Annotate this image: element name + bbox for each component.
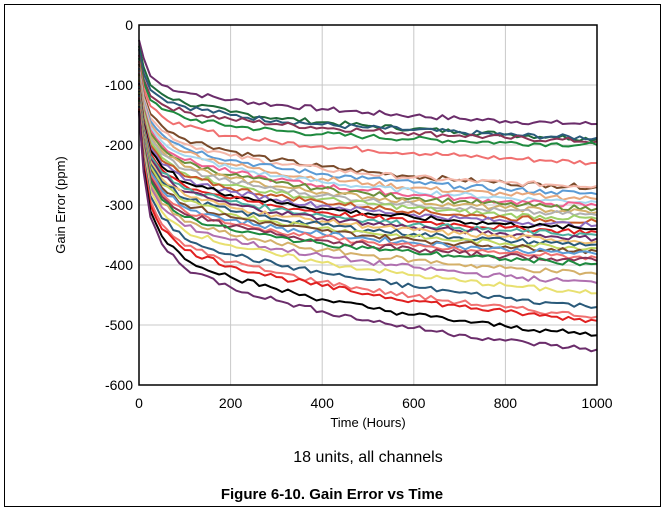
chart-subtitle: 18 units, all channels [293,449,442,466]
series-line-13 [138,74,598,212]
series-line-27 [138,95,598,256]
series-line-37 [138,110,598,337]
y-tick-label: -500 [105,317,133,333]
series-line-10 [138,69,598,201]
y-axis-title: Gain Error (ppm) [53,156,68,254]
x-tick-label: 600 [402,395,426,411]
series-line-5 [138,57,598,148]
series-line-17 [138,80,598,224]
gain-error-chart: 0 200 400 600 800 1000 0 -100 -200 -300 -400 -500 -6… [53,17,613,503]
y-tick-label: -300 [105,197,133,213]
series-line-9 [138,68,598,196]
series-line-30 [138,99,598,267]
y-tick-label: -100 [105,77,133,93]
series-line-23 [138,89,598,245]
series-line-15 [138,77,598,217]
series-line-29 [138,98,598,262]
plot-area-border [138,24,598,386]
series-line-36 [138,108,598,324]
series-line-20 [138,84,598,235]
series-line-12 [138,72,598,208]
series-line-21 [138,86,598,238]
series-line-16 [138,78,598,221]
figure-frame: 0 200 400 600 800 1000 0 -100 -200 -300 -400 -500 -6… [4,4,661,507]
series-line-11 [138,71,598,204]
x-axis-title: Time (Hours) [330,415,405,430]
x-tick-label: 1000 [581,395,612,411]
x-tick-label: 0 [135,395,143,411]
series-line-33 [138,104,598,295]
series-line-8 [138,66,598,189]
series-line-31 [138,101,598,276]
series-line-7 [138,63,598,191]
series-line-32 [138,102,598,284]
y-tick-label: -200 [105,137,133,153]
series-line-34 [138,105,598,309]
series-line-22 [138,87,598,242]
tick-labels: 0 200 400 600 800 1000 0 -100 -200 -300 -400 -500 -6… [105,17,613,411]
y-tick-label: -600 [105,377,133,393]
series-line-35 [138,107,598,319]
y-tick-label: -400 [105,257,133,273]
x-tick-label: 800 [494,395,518,411]
figure-caption: Figure 6-10. Gain Error vs Time [221,486,443,503]
y-tick-label: 0 [125,17,133,33]
series-line-1 [138,39,598,126]
series-line-6 [138,60,597,166]
x-tick-label: 400 [311,395,335,411]
series-line-24 [138,90,598,247]
series-line-26 [138,93,598,255]
series-group [138,39,598,353]
series-line-4 [138,54,598,144]
x-tick-label: 200 [219,395,243,411]
series-line-38 [138,112,598,353]
